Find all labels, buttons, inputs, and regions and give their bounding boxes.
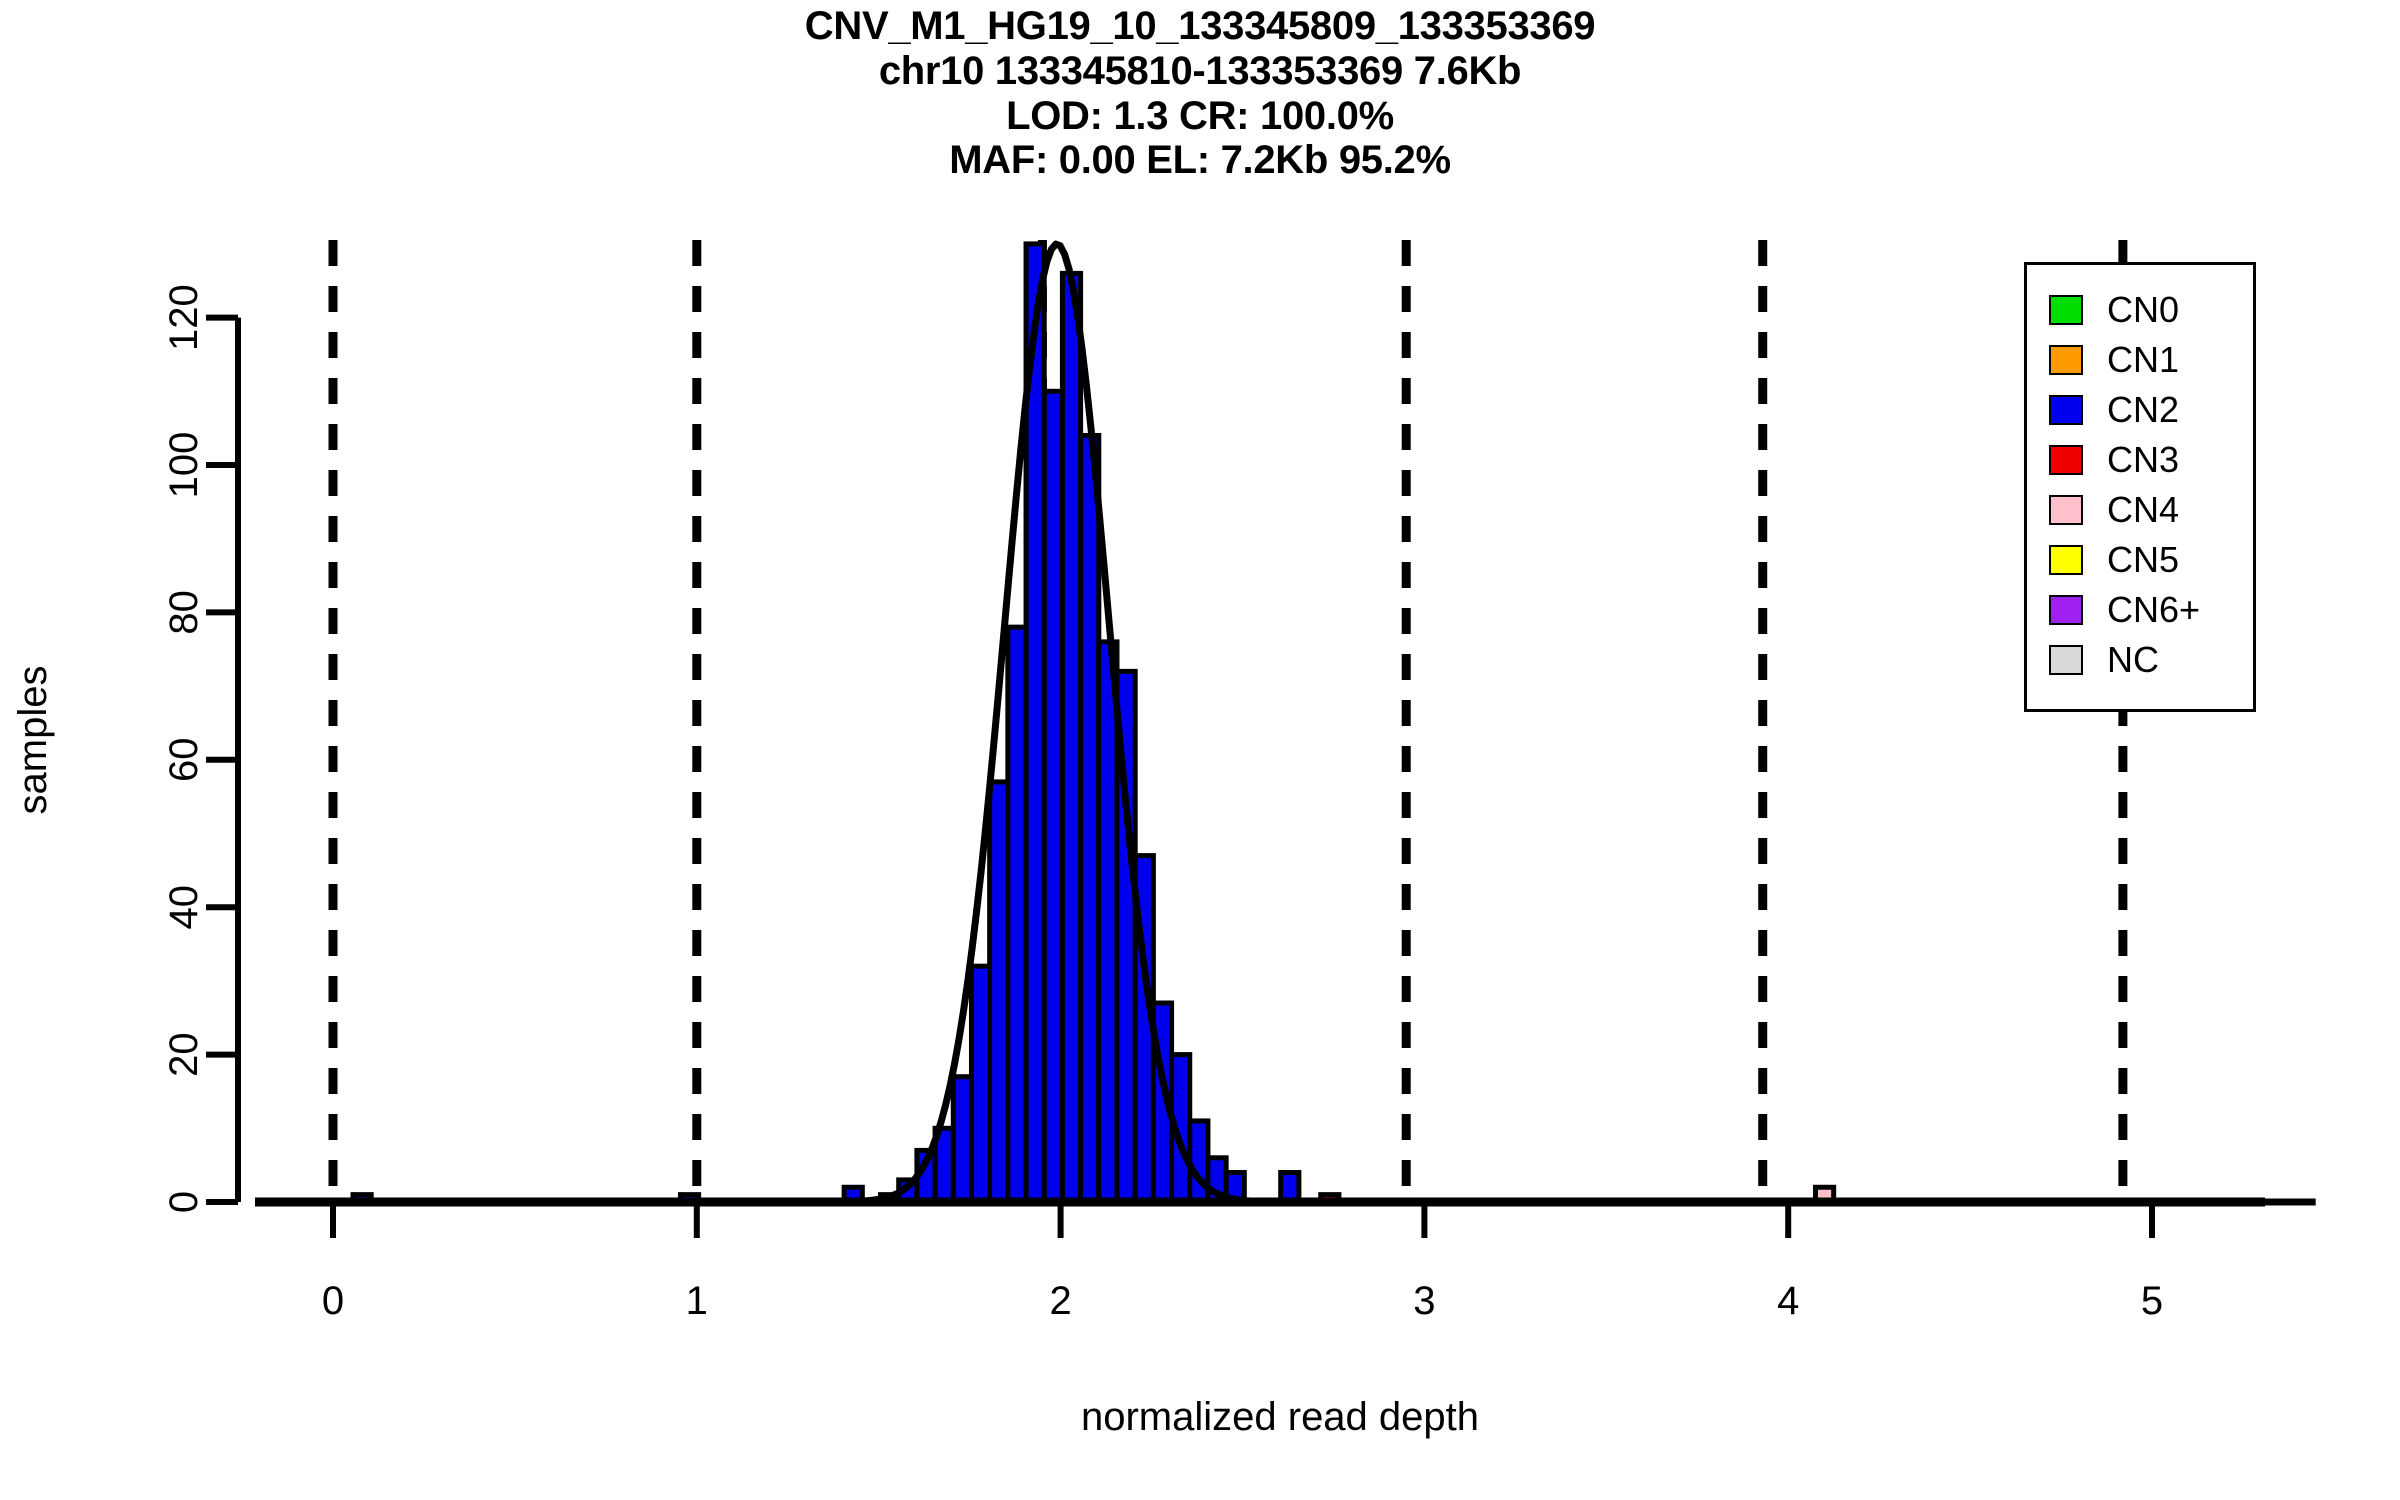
legend-item-cn2: CN2 — [2027, 385, 2253, 435]
y-axis-label: samples — [11, 666, 55, 815]
x-axis-tick-label: 0 — [322, 1279, 344, 1323]
legend-item-cn1: CN1 — [2027, 335, 2253, 385]
legend-swatch-icon — [2049, 645, 2083, 675]
y-axis-tick-label: 80 — [162, 590, 206, 635]
legend-item-label: NC — [2107, 639, 2159, 680]
y-axis-tick-label: 100 — [162, 432, 206, 499]
copy-number-legend: CN0 CN1 CN2 CN3 CN4 CN5 CN6+ NC — [2024, 262, 2256, 712]
x-axis-tick-label: 2 — [1049, 1279, 1071, 1323]
y-axis-tick-label: 20 — [162, 1032, 206, 1077]
title-line-2: chr10 133345810-133353369 7.6Kb — [878, 48, 1522, 93]
legend-item-cn4: CN4 — [2027, 485, 2253, 535]
x-axis-tick-label: 1 — [686, 1279, 708, 1323]
histogram-bar — [1059, 270, 1084, 1205]
y-axis-tick-label: 120 — [162, 284, 206, 351]
y-axis-tick-label: 40 — [162, 885, 206, 930]
x-axis-tick-label: 3 — [1413, 1279, 1435, 1323]
histogram-bar — [987, 779, 1011, 1205]
threshold-vlines — [328, 240, 2128, 1204]
y-axis-tick-label: 0 — [162, 1191, 206, 1213]
x-axis-tick-label: 4 — [1777, 1279, 1799, 1323]
legend-item-label: CN3 — [2107, 439, 2180, 480]
legend-swatch-icon — [2049, 395, 2083, 425]
legend-item-label: CN1 — [2107, 339, 2180, 380]
chart-title-block: CNV_M1_HG19_10_133345809_133353369 chr10… — [0, 4, 2400, 183]
histogram-bar — [968, 963, 993, 1205]
legend-item-label: CN0 — [2107, 289, 2180, 330]
legend-item-cn3: CN3 — [2027, 435, 2253, 485]
title-line-4: MAF: 0.00 EL: 7.2Kb 95.2% — [949, 138, 1451, 183]
gaussian-fit-curve — [289, 240, 2316, 1206]
histogram-bar — [950, 1074, 974, 1205]
legend-swatch-icon — [2049, 545, 2083, 575]
histogram-bar — [1005, 624, 1029, 1205]
y-axis-tick-label: 60 — [162, 738, 206, 783]
legend-item-label: CN6+ — [2107, 589, 2201, 630]
histogram-bar — [1078, 433, 1102, 1205]
histogram-bar — [1096, 639, 1120, 1205]
legend-swatch-icon — [2049, 595, 2083, 625]
histogram-bars — [350, 241, 1837, 1205]
legend-item-cn5: CN5 — [2027, 535, 2253, 585]
legend-item-label: CN5 — [2107, 539, 2180, 580]
legend-swatch-icon — [2049, 445, 2083, 475]
legend-item-label: CN4 — [2107, 489, 2180, 530]
legend-item-cn6plus: CN6+ — [2027, 585, 2253, 635]
legend-item-cn0: CN0 — [2027, 285, 2253, 335]
title-line-1: CNV_M1_HG19_10_133345809_133353369 — [804, 4, 1596, 48]
y-axis: 0 20 40 60 80 100 120 — [162, 284, 241, 1213]
histogram-bar — [1041, 388, 1065, 1205]
x-axis-label: normalized read depth — [1081, 1395, 1479, 1439]
legend-swatch-icon — [2049, 345, 2083, 375]
x-axis: 0 1 2 3 4 5 — [255, 1197, 2265, 1323]
title-line-3: LOD: 1.3 CR: 100.0% — [1006, 93, 1394, 138]
legend-swatch-icon — [2049, 295, 2083, 325]
legend-item-nc: NC — [2027, 635, 2253, 685]
legend-item-label: CN2 — [2107, 389, 2180, 430]
legend-swatch-icon — [2049, 495, 2083, 525]
x-axis-tick-label: 5 — [2141, 1279, 2163, 1323]
